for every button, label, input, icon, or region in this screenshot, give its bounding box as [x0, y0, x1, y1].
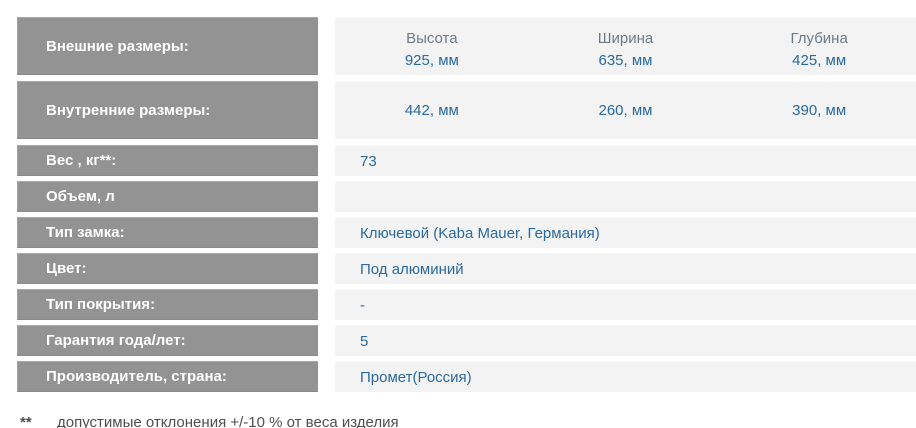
row-label-text: Тип покрытия:: [46, 296, 156, 313]
row-label: Объем, л: [17, 181, 318, 212]
row-label: Производитель, страна:: [17, 361, 318, 392]
row-value: 442, мм 260, мм 390, мм: [335, 81, 916, 139]
spec-table: Внешние размеры: Высота 925, мм Ширина 6…: [17, 17, 916, 397]
table-row-color: Цвет: Под алюминий: [17, 253, 916, 284]
row-value: Под алюминий: [335, 253, 916, 284]
table-row-weight: Вес , кг**: 73: [17, 145, 916, 176]
row-label-text: Гарантия года/лет:: [46, 332, 186, 349]
row-value: Промет(Россия): [335, 361, 916, 392]
dimension-value: 925, мм: [404, 52, 459, 69]
table-row-internal-dimensions: Внутренние размеры: 442, мм 260, мм 390,…: [17, 81, 916, 139]
dimension-col-width: Ширина 635, мм: [529, 21, 723, 72]
dimension-col-height: Высота 925, мм: [335, 21, 529, 72]
row-label: Внутренние размеры:: [17, 81, 318, 139]
row-label: Гарантия года/лет:: [17, 325, 318, 356]
dimension-col-height: 442, мм: [335, 100, 529, 122]
row-value: Ключевой (Kaba Mauer, Германия): [335, 217, 916, 248]
row-value: -: [335, 289, 916, 320]
table-row-manufacturer: Производитель, страна: Промет(Россия): [17, 361, 916, 392]
dimension-value: 260, мм: [598, 101, 653, 119]
row-value: Высота 925, мм Ширина 635, мм Глубина 42…: [335, 17, 916, 75]
row-label-text: Внутренние размеры:: [46, 101, 211, 119]
dimension-value: 425, мм: [792, 52, 847, 69]
row-label-text: Тип замка:: [46, 224, 125, 241]
dimension-header: Ширина: [597, 30, 654, 47]
dimension-value: 390, мм: [792, 101, 847, 119]
row-label: Вес , кг**:: [17, 145, 318, 176]
row-value: 73: [335, 145, 916, 176]
dimension-col-depth: Глубина 425, мм: [722, 21, 916, 72]
footnote-marker: **: [20, 414, 32, 428]
footnote-text: допустимые отклонения +/-10 % от веса из…: [57, 414, 399, 428]
row-label-text: Объем, л: [46, 188, 115, 205]
dimension-header: Глубина: [790, 30, 848, 47]
dimension-value: 442, мм: [404, 101, 459, 119]
row-label: Цвет:: [17, 253, 318, 284]
row-value: [335, 181, 916, 212]
dimension-header: Высота: [406, 30, 458, 47]
row-label-text: Внешние размеры:: [46, 37, 189, 55]
row-value: 5: [335, 325, 916, 356]
dimension-col-width: 260, мм: [529, 100, 723, 122]
row-label: Тип покрытия:: [17, 289, 318, 320]
table-row-coating-type: Тип покрытия: -: [17, 289, 916, 320]
row-label-text: Производитель, страна:: [46, 368, 227, 385]
row-label: Тип замка:: [17, 217, 318, 248]
row-label: Внешние размеры:: [17, 17, 318, 75]
table-row-volume: Объем, л: [17, 181, 916, 212]
table-row-external-dimensions: Внешние размеры: Высота 925, мм Ширина 6…: [17, 17, 916, 75]
table-row-lock-type: Тип замка: Ключевой (Kaba Mauer, Германи…: [17, 217, 916, 248]
footnote: ** допустимые отклонения +/-10 % от веса …: [20, 414, 399, 428]
row-label-text: Цвет:: [46, 260, 87, 277]
row-label-text: Вес , кг**:: [46, 152, 117, 169]
dimension-col-depth: 390, мм: [722, 100, 916, 122]
dimension-columns: 442, мм 260, мм 390, мм: [335, 100, 916, 122]
dimension-value: 635, мм: [598, 52, 653, 69]
dimension-columns: Высота 925, мм Ширина 635, мм Глубина 42…: [335, 21, 916, 72]
table-row-warranty: Гарантия года/лет: 5: [17, 325, 916, 356]
